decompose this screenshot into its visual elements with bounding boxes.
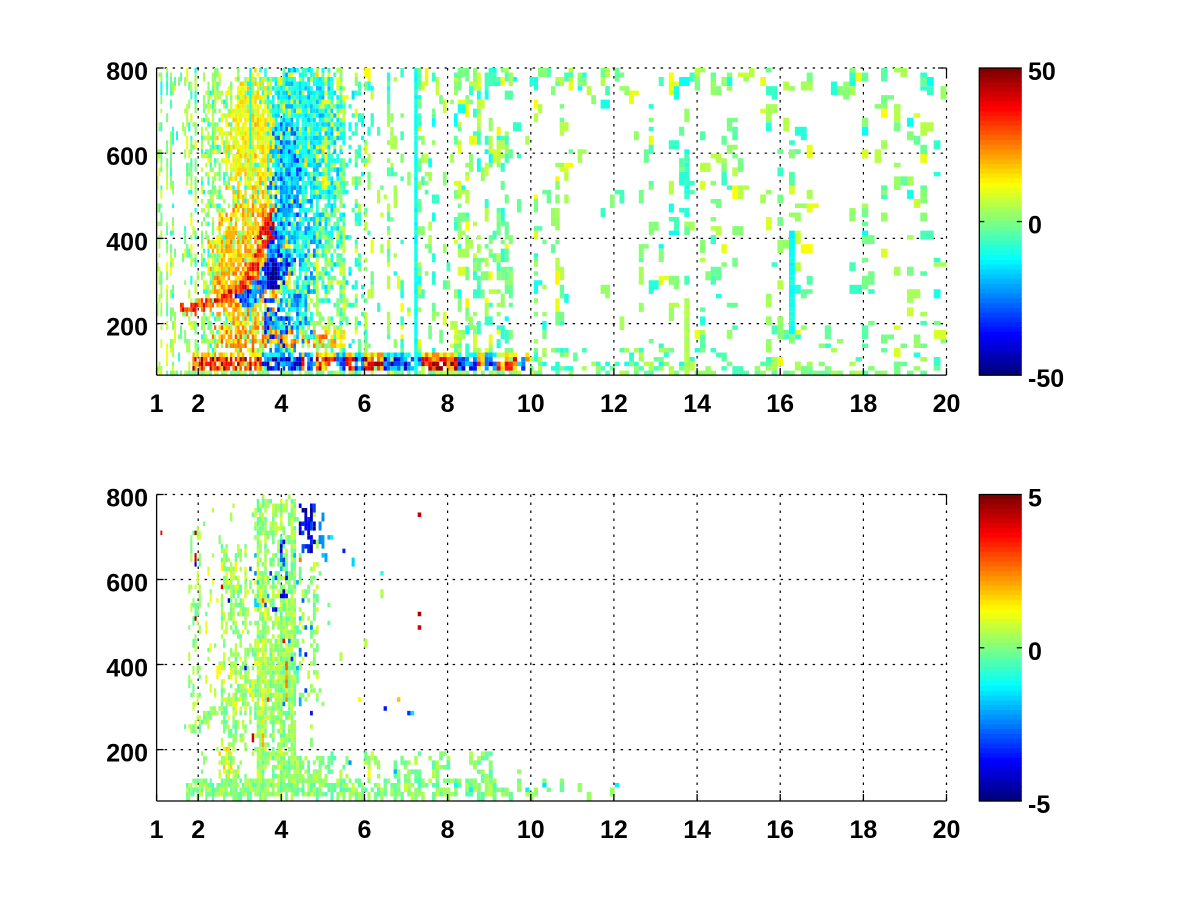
- svg-text:200: 200: [106, 314, 148, 342]
- svg-text:4: 4: [274, 816, 288, 844]
- svg-text:600: 600: [106, 143, 148, 171]
- svg-text:0: 0: [1028, 212, 1042, 240]
- svg-text:12: 12: [600, 390, 628, 418]
- svg-text:-5: -5: [1028, 791, 1050, 819]
- svg-text:16: 16: [766, 390, 794, 418]
- svg-text:800: 800: [106, 58, 148, 86]
- svg-text:14: 14: [683, 390, 711, 418]
- svg-text:8: 8: [441, 390, 455, 418]
- svg-text:6: 6: [358, 816, 372, 844]
- svg-text:400: 400: [106, 228, 148, 256]
- svg-text:10: 10: [517, 390, 545, 418]
- svg-text:200: 200: [106, 740, 148, 768]
- svg-text:18: 18: [849, 816, 877, 844]
- svg-text:400: 400: [106, 655, 148, 683]
- svg-text:14: 14: [683, 816, 711, 844]
- svg-text:12: 12: [600, 816, 628, 844]
- svg-text:800: 800: [106, 485, 148, 513]
- svg-text:2: 2: [191, 390, 205, 418]
- svg-text:50: 50: [1028, 58, 1056, 86]
- svg-text:6: 6: [358, 390, 372, 418]
- svg-text:0: 0: [1028, 638, 1042, 666]
- svg-text:4: 4: [274, 390, 288, 418]
- svg-text:10: 10: [517, 816, 545, 844]
- svg-text:20: 20: [933, 390, 961, 418]
- svg-text:8: 8: [441, 816, 455, 844]
- svg-text:600: 600: [106, 570, 148, 598]
- svg-text:2: 2: [191, 816, 205, 844]
- svg-text:1: 1: [150, 816, 164, 844]
- svg-text:20: 20: [933, 816, 961, 844]
- svg-text:16: 16: [766, 816, 794, 844]
- svg-text:-50: -50: [1028, 365, 1064, 393]
- svg-text:5: 5: [1028, 485, 1042, 513]
- svg-text:1: 1: [150, 390, 164, 418]
- svg-text:18: 18: [849, 390, 877, 418]
